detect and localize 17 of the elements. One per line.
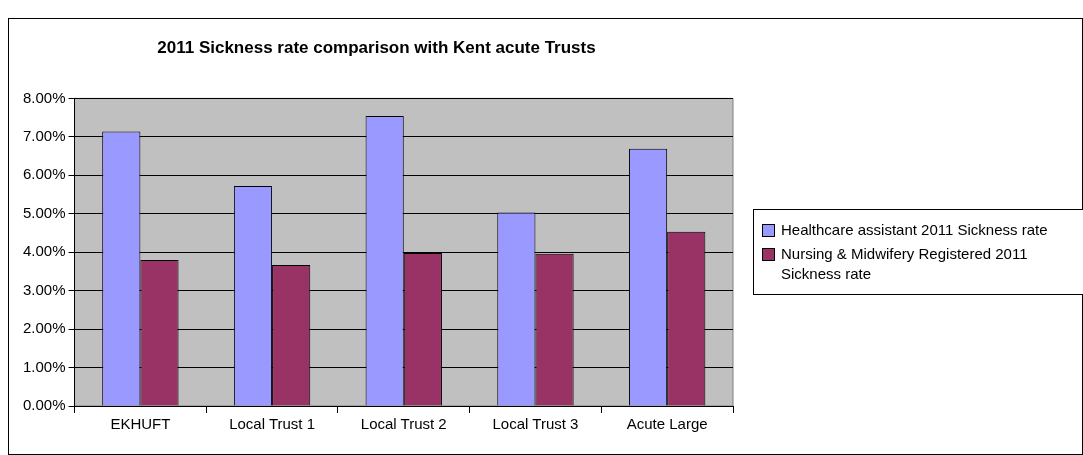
legend-label: Nursing & Midwifery Registered 2011 Sickness rate bbox=[781, 244, 1029, 285]
y-tick-label: 1.00% bbox=[22, 357, 66, 375]
x-tick-label: Local Trust 1 bbox=[229, 415, 316, 433]
y-tick-label: 5.00% bbox=[22, 203, 66, 221]
x-tick-label: EKHUFT bbox=[110, 415, 171, 433]
legend-label: Healthcare assistant 2011 Sickness rate bbox=[781, 220, 1048, 241]
y-tick-label: 0.00% bbox=[22, 396, 66, 414]
y-tick-label: 3.00% bbox=[22, 280, 66, 298]
y-tick-label: 7.00% bbox=[22, 126, 66, 144]
y-tick-label: 2.00% bbox=[22, 319, 66, 337]
y-tick-label: 4.00% bbox=[22, 242, 66, 260]
y-tick-label: 6.00% bbox=[22, 165, 66, 183]
x-tick-label: Local Trust 3 bbox=[492, 415, 579, 433]
chart-title: 2011 Sickness rate comparison with Kent acute Trusts bbox=[157, 37, 596, 57]
y-tick-label: 8.00% bbox=[22, 88, 66, 106]
x-tick-label: Local Trust 2 bbox=[360, 415, 447, 433]
x-tick-label: Acute Large bbox=[626, 415, 708, 433]
